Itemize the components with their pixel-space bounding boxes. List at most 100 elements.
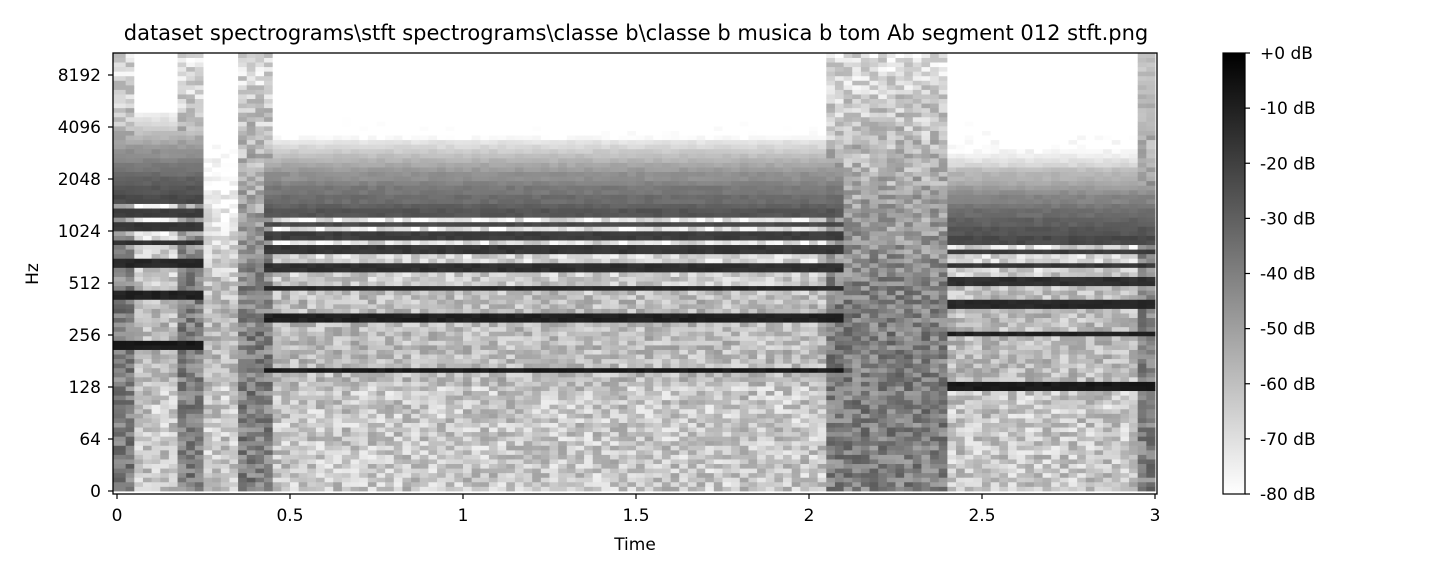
heatmap-cell (488, 189, 498, 195)
heatmap-cell (324, 486, 334, 492)
heatmap-cell (281, 322, 291, 328)
heatmap-cell (272, 436, 282, 442)
heatmap-cell (220, 472, 230, 478)
heatmap-cell (497, 449, 507, 455)
heatmap-cell (428, 454, 438, 460)
heatmap-cell (411, 299, 421, 305)
heatmap-cell (350, 303, 360, 309)
heatmap-cell (246, 249, 256, 255)
heatmap-cell (419, 171, 429, 177)
heatmap-cell (437, 180, 447, 186)
heatmap-cell (134, 235, 144, 241)
heatmap-cell (359, 294, 369, 300)
heatmap-cell (367, 130, 377, 136)
heatmap-cell (549, 185, 559, 191)
heatmap-cell (367, 253, 377, 259)
heatmap-cell (402, 390, 412, 396)
heatmap-cell (359, 308, 369, 314)
heatmap-cell (298, 386, 308, 392)
heatmap-cell (402, 335, 412, 341)
heatmap-cell (203, 185, 213, 191)
heatmap-cell (168, 253, 178, 259)
heatmap-cell (246, 390, 256, 396)
heatmap-cell (540, 340, 550, 346)
heatmap-cell (142, 445, 152, 451)
heatmap-cell (445, 62, 455, 68)
heatmap-cell (281, 62, 291, 68)
heatmap-cell (428, 294, 438, 300)
heatmap-cell (445, 66, 455, 72)
heatmap-cell (393, 153, 403, 159)
heatmap-cell (333, 199, 343, 204)
heatmap-cell (506, 148, 516, 154)
heatmap-cell (454, 459, 464, 465)
heatmap-cell (246, 112, 256, 118)
heatmap-cell (532, 94, 542, 100)
heatmap-cell (540, 345, 550, 350)
heatmap-cell (307, 340, 317, 346)
heatmap-cell (514, 358, 524, 364)
heatmap-cell (212, 486, 222, 492)
heatmap-cell (246, 477, 256, 483)
heatmap-cell (160, 418, 170, 423)
heatmap-cell (549, 94, 559, 100)
heatmap-cell (272, 240, 282, 246)
heatmap-cell (229, 390, 239, 396)
heatmap-cell (290, 445, 300, 451)
heatmap-cell (454, 390, 464, 396)
heatmap-cell (411, 107, 421, 113)
heatmap-cell (212, 62, 222, 68)
heatmap-cell (272, 112, 282, 118)
heatmap-cell (411, 267, 421, 273)
heatmap-cell (445, 244, 455, 250)
heatmap-cell (488, 404, 498, 410)
heatmap-cell (151, 463, 161, 469)
heatmap-cell (194, 230, 204, 236)
heatmap-cell (168, 472, 178, 478)
heatmap-cell (177, 176, 187, 182)
heatmap-cell (488, 454, 498, 460)
heatmap-cell (463, 80, 473, 86)
heatmap-cell (246, 308, 256, 314)
heatmap-cell (497, 463, 507, 469)
heatmap-cell (480, 408, 490, 414)
heatmap-cell (264, 331, 274, 337)
heatmap-cell (411, 449, 421, 455)
heatmap-cell (298, 53, 308, 58)
heatmap-cell (385, 157, 395, 163)
heatmap-cell (488, 135, 498, 141)
heatmap-cell (229, 126, 239, 131)
heatmap-cell (113, 445, 127, 451)
heatmap-cell (445, 436, 455, 442)
heatmap-cell (324, 203, 334, 209)
heatmap-cell (523, 226, 533, 232)
heatmap-cell (411, 75, 421, 81)
heatmap-cell (506, 308, 516, 314)
heatmap-cell (367, 285, 377, 291)
heatmap-cell (229, 208, 239, 214)
heatmap-cell (113, 463, 127, 469)
heatmap-cell (203, 372, 213, 378)
heatmap-cell (151, 71, 161, 77)
heatmap-cell (419, 395, 429, 401)
heatmap-cell (523, 468, 533, 474)
heatmap-cell (393, 139, 403, 145)
heatmap-cell (514, 322, 524, 328)
heatmap-cell (160, 449, 170, 455)
heatmap-cell (471, 162, 481, 168)
heatmap-cell (471, 272, 481, 277)
heatmap-cell (367, 281, 377, 287)
heatmap-cell (315, 299, 325, 305)
heatmap-cell (463, 135, 473, 141)
heatmap-cell (125, 203, 135, 209)
heatmap-cell (514, 418, 524, 423)
heatmap-cell (212, 126, 222, 131)
heatmap-cell (359, 71, 369, 77)
heatmap-cell (315, 217, 325, 223)
heatmap-cell (281, 53, 291, 58)
heatmap-cell (549, 235, 559, 241)
heatmap-cell (385, 57, 395, 63)
heatmap-cell (506, 436, 516, 442)
heatmap-cell (341, 71, 351, 77)
heatmap-cell (125, 349, 135, 355)
